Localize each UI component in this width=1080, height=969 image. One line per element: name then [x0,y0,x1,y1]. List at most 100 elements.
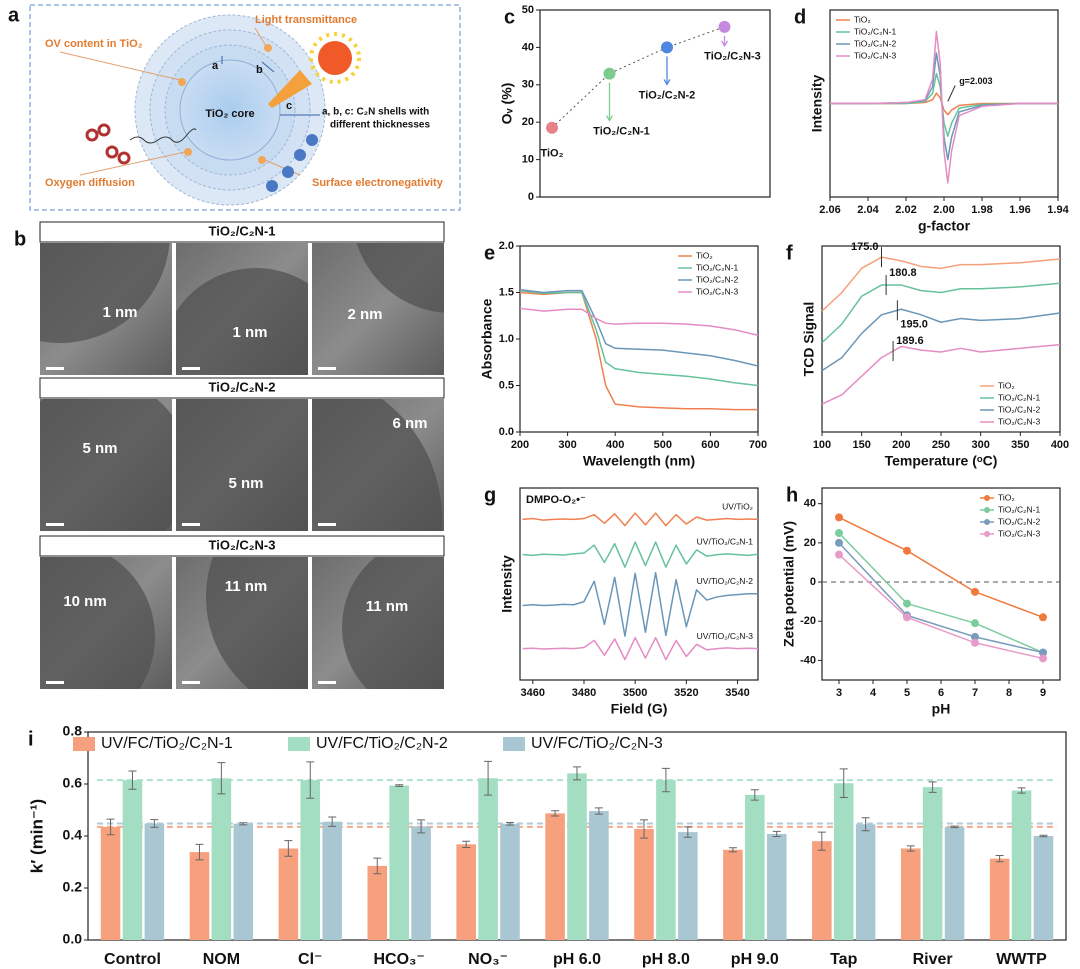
x-tick-label: 500 [654,439,672,451]
error-bar [750,789,759,801]
y-tick-label: 2.0 [499,240,514,252]
x-tick-label: 4 [870,687,877,699]
legend-label: TiO₂ [998,492,1015,502]
annotation-arrow [947,85,956,102]
label: c [286,100,292,112]
y-axis-label: Absorbance [479,298,495,379]
bar [1033,836,1054,940]
pointer [720,35,729,48]
bar [144,823,165,940]
bar [833,783,854,940]
x-tick-label: River [913,951,953,968]
x-tick-label: 3460 [521,687,545,699]
light-beam [268,70,312,108]
scale-bar [318,681,336,684]
y-tick-label: 0.4 [63,827,83,843]
x-tick-label: NOM [203,951,240,968]
x-tick-label: 9 [1040,687,1046,699]
particle [342,557,444,689]
error-bar [928,781,937,793]
series-label: UV/TiO₂/C₂N-2 [697,576,754,586]
series-line [838,554,1044,660]
legend-label: TiO₂/C₂N-2 [854,38,896,48]
scale-bar [46,681,64,684]
oxygen [85,123,131,165]
legend-swatch [288,737,310,751]
x-tick-label: HCO₃⁻ [373,951,424,968]
x-tick-label: 2.02 [895,204,916,216]
x-tick-label: 100 [813,439,831,451]
marker [971,587,979,596]
x-tick-label: 150 [852,439,870,451]
marker [835,550,843,559]
bar [322,821,342,940]
header: TiO₂/C₂N-1 [209,223,276,238]
legend-label: TiO₂/C₂N-1 [854,26,896,36]
bar [944,826,965,940]
legend-label: TiO₂/C₂N-2 [696,274,738,284]
scale-bar [182,523,200,526]
y-tick-label: 40 [522,41,534,53]
legend-label: TiO₂/C₂N-3 [854,50,896,60]
x-tick-label: 3520 [674,687,698,699]
y-axis-label: Intensity [809,75,825,133]
error-bar [995,855,1004,863]
x-tick-label: pH 9.0 [731,951,779,968]
error-bar [839,768,848,799]
scale-label: 5 nm [228,475,263,492]
label: Oxygen diffusion [45,177,135,189]
x-tick-label: 2.04 [857,204,879,216]
error-bar [772,830,781,838]
label: Light transmittance [255,14,357,26]
legend-label: UV/FC/TiO₂/C₂N-2 [316,735,448,752]
leaders [59,27,301,176]
bar [122,780,143,940]
scale-bar [318,367,336,370]
y-tick-label: 50 [522,4,534,16]
x-tick-label: 2.00 [933,204,954,216]
series-line [830,30,1058,184]
annotation: g=2.003 [959,76,992,86]
x-tick-label: WWTP [996,951,1047,968]
legend-marker [984,531,990,537]
error-bar [594,807,603,815]
label: OV content in TiO₂ [45,38,143,50]
marker [903,546,911,555]
scale-label: 1 nm [102,304,137,321]
scale-label: 5 nm [82,440,117,457]
scale-bar [46,367,64,370]
y-tick-label: 0.8 [63,723,83,739]
particle [40,557,155,689]
y-tick-label: 0.6 [63,775,83,791]
bar [500,823,520,940]
scale-label: 10 nm [63,593,106,610]
error-bar [573,766,581,781]
particle [356,243,444,313]
error-bar [661,767,670,793]
diffusion-path [129,128,197,144]
series-line [522,571,758,637]
series-label: UV/TiO₂ [722,502,753,512]
error-bar [640,819,649,839]
peak-label: 195.0 [900,318,928,330]
schematic: a OV content in TiO₂ Light transmittance… [8,4,461,211]
marker [835,529,843,538]
x-tick-label: 3480 [572,687,596,699]
series-label: UV/TiO₂/C₂N-3 [697,631,754,641]
x-tick-label: 300 [971,439,989,451]
scale-label: 1 nm [232,324,267,341]
chart-title: DMPO-O₂•⁻ [526,494,586,506]
x-tick-label: 250 [932,439,950,451]
x-axis-label: Wavelength (nm) [583,453,695,469]
panel: d 2.06 2.04 2.02 2.00 1.98 1.96 1.94 g-factor Int… [794,6,1070,233]
scale-bar [182,367,200,370]
error-bar [728,847,737,853]
bar [367,865,388,940]
series-line [522,512,759,527]
y-tick-label: 40 [804,498,816,510]
bar [300,780,321,940]
label: Surface electronegativity [312,177,444,189]
panel-letter: b [14,228,26,250]
x-tick-label: 5 [904,687,910,699]
